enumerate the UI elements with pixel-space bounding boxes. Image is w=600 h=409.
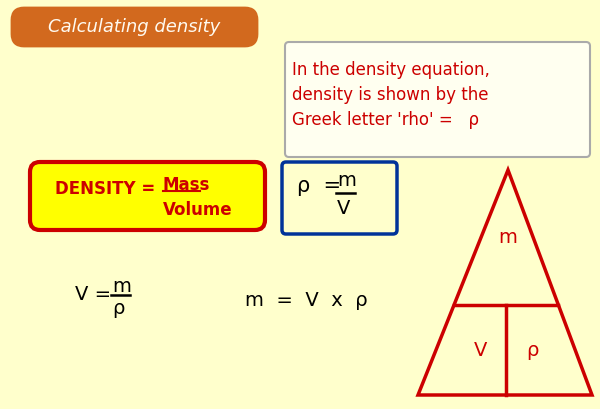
FancyBboxPatch shape <box>285 42 590 157</box>
Text: Calculating density: Calculating density <box>48 18 220 36</box>
Text: Greek letter 'rho' =   ρ: Greek letter 'rho' = ρ <box>292 111 479 129</box>
Text: In the density equation,: In the density equation, <box>292 61 490 79</box>
Text: Volume: Volume <box>163 201 233 219</box>
Text: ρ: ρ <box>526 341 538 360</box>
Text: ρ  =: ρ = <box>297 176 355 196</box>
FancyBboxPatch shape <box>12 8 257 46</box>
Text: m: m <box>112 277 131 297</box>
FancyBboxPatch shape <box>282 162 397 234</box>
Text: ρ: ρ <box>112 299 124 317</box>
Text: Mass: Mass <box>163 176 211 194</box>
Text: DENSITY =: DENSITY = <box>55 180 161 198</box>
Text: V =: V = <box>75 285 118 304</box>
Text: density is shown by the: density is shown by the <box>292 86 488 104</box>
Text: m  =  V  x  ρ: m = V x ρ <box>245 290 368 310</box>
Text: V: V <box>473 341 487 360</box>
Text: m: m <box>337 171 356 191</box>
Text: V: V <box>337 198 350 218</box>
FancyBboxPatch shape <box>30 162 265 230</box>
Polygon shape <box>418 170 592 395</box>
Text: m: m <box>499 228 517 247</box>
